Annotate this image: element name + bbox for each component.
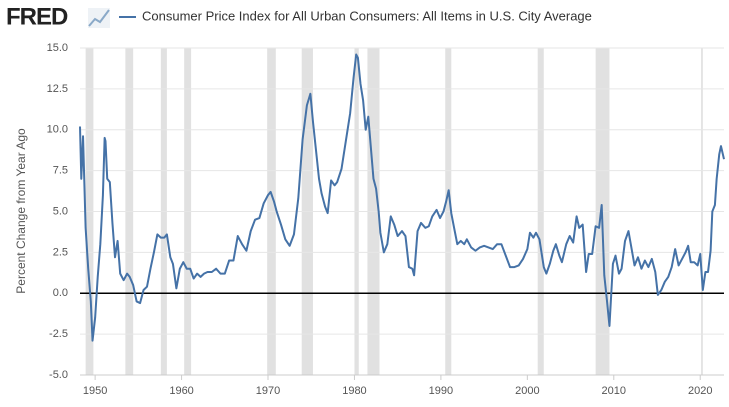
y-tick-label: 5.0: [53, 205, 68, 217]
logo-icon-bg: [88, 8, 110, 28]
y-axis-title: Percent Change from Year Ago: [14, 128, 28, 294]
logo-icon: [88, 8, 110, 28]
legend-label: Consumer Price Index for All Urban Consu…: [142, 8, 592, 23]
x-tick-label: 2010: [602, 385, 626, 397]
logo: FRED: [6, 3, 68, 30]
x-tick-label: 1970: [256, 385, 280, 397]
x-tick-label: 1950: [83, 385, 107, 397]
y-tick-label: 0.0: [53, 287, 68, 299]
x-tick-label: 2000: [515, 385, 539, 397]
y-tick-label: 12.5: [47, 83, 68, 95]
y-tick-label: 15.0: [47, 42, 68, 54]
x-tick-label: 1980: [342, 385, 366, 397]
y-tick-label: 10.0: [47, 124, 68, 136]
x-tick-label: 1960: [169, 385, 193, 397]
series-line: [79, 53, 725, 342]
y-tick-label: 7.5: [53, 165, 68, 177]
x-tick-label: 2020: [688, 385, 712, 397]
logo-icon-line: [88, 9, 110, 27]
y-tick-label: 2.5: [53, 246, 68, 258]
y-tick-label: -5.0: [49, 369, 68, 381]
y-tick-label: -2.5: [49, 328, 68, 340]
x-tick-label: 1990: [429, 385, 453, 397]
